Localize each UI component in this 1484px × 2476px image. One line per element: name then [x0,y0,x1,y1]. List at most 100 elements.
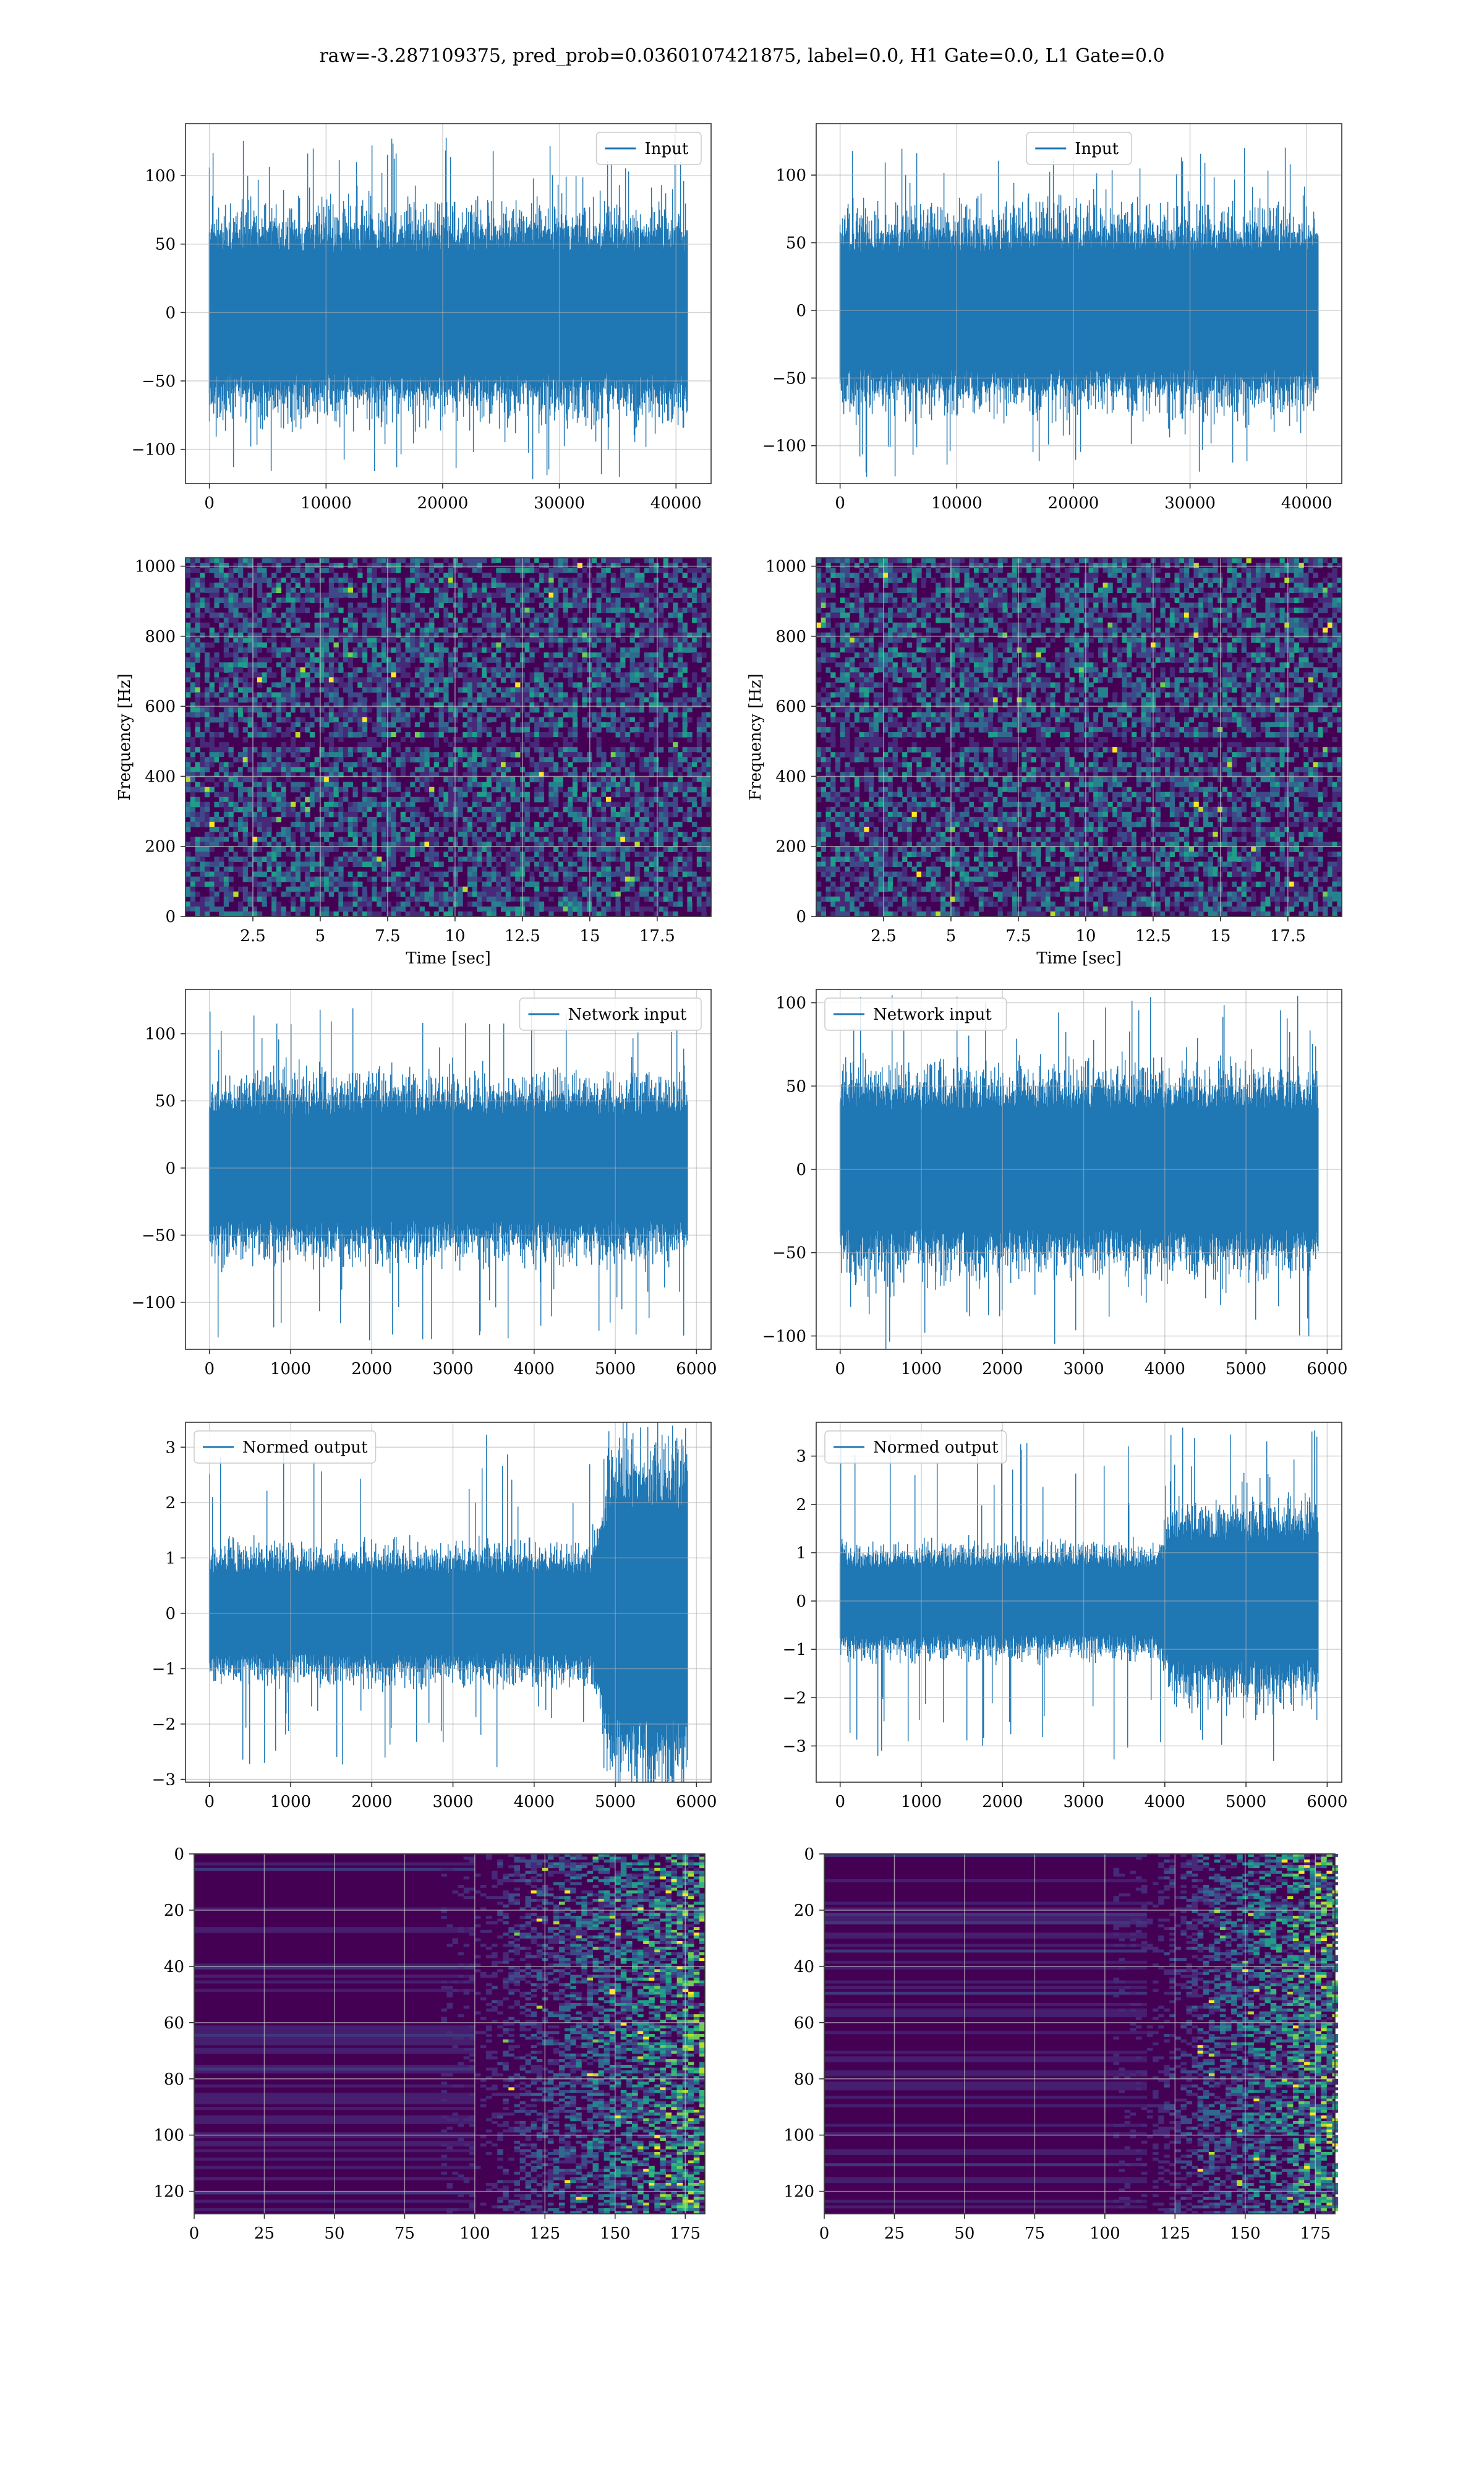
heatmap-cell [415,852,420,857]
heatmap-cell [291,587,296,593]
heatmap-cell [224,618,229,623]
heatmap-cell [644,603,649,608]
heatmap-cell [467,592,472,598]
heatmap-cell [529,608,534,613]
heatmap-cell [601,861,606,867]
heatmap-cell [501,672,506,678]
heatmap-cell [315,847,320,852]
heatmap-cell [573,787,578,793]
heatmap-cell [673,707,678,713]
heatmap-cell [410,802,415,808]
heatmap-cell [382,747,386,753]
heatmap-cell [262,782,267,788]
heatmap-cell [582,583,587,588]
heatmap-cell [262,762,267,767]
heatmap-cell [276,882,281,887]
heatmap-cell [391,698,396,703]
heatmap-cell [257,707,262,713]
heatmap-cell [553,573,558,578]
heatmap-cell [702,592,707,598]
heatmap-cell [357,702,362,708]
heatmap-cell [415,856,420,862]
heatmap-cell [186,558,190,563]
heatmap-cell [391,667,396,673]
heatmap-cell [367,682,372,688]
heatmap-cell [659,623,663,628]
heatmap-cell [233,807,238,813]
heatmap-cell [443,827,448,832]
heatmap-cell [616,563,621,568]
heatmap-cell [353,832,358,837]
heatmap-cell [338,583,343,588]
heatmap-cell [190,608,195,613]
heatmap-cell [601,832,606,837]
heatmap-cell [286,592,291,598]
heatmap-cell [271,727,276,733]
heatmap-cell [625,792,630,798]
heatmap-cell [396,822,401,827]
heatmap-cell [219,812,224,818]
heatmap-cell [267,732,271,738]
heatmap-cell [305,608,310,613]
heatmap-cell [649,628,654,633]
heatmap-cell [276,752,281,758]
heatmap-cell [406,647,411,653]
heatmap-cell [611,603,616,608]
heatmap-cell [573,647,578,653]
heatmap-cell [539,573,544,578]
heatmap-cell [678,732,683,738]
heatmap-cell [697,638,702,643]
heatmap-cell [267,767,271,772]
heatmap-cell [281,578,286,583]
heatmap-cell [334,603,339,608]
heatmap-cell [634,812,639,818]
heatmap-cell [329,777,334,782]
heatmap-cell [248,757,253,762]
heatmap-cell [343,727,348,733]
heatmap-cell [415,613,420,618]
heatmap-cell [548,717,553,723]
heatmap-cell [195,812,200,818]
heatmap-cell [592,672,597,678]
heatmap-cell [668,812,673,818]
heatmap-cell [482,592,487,598]
heatmap-cell [692,832,697,837]
heatmap-cell [506,672,511,678]
heatmap-cell [406,872,411,877]
heatmap-cell [281,623,286,628]
heatmap-cell [229,573,234,578]
heatmap-cell [639,583,644,588]
heatmap-cell [434,583,439,588]
heatmap-cell [367,822,372,827]
heatmap-cell [611,642,616,648]
heatmap-cell [515,558,520,563]
heatmap-cell [472,732,477,738]
heatmap-cell [634,822,639,827]
heatmap-cell [601,752,606,758]
heatmap-cell [511,872,516,877]
heatmap-cell [420,672,425,678]
heatmap-cell [458,702,463,708]
heatmap-cell [534,807,539,813]
heatmap-cell [410,618,415,623]
heatmap-cell [620,782,625,788]
heatmap-cell [424,877,429,882]
heatmap-cell [525,737,530,743]
heatmap-cell [558,812,563,818]
heatmap-cell [271,638,276,643]
heatmap-cell [406,852,411,857]
heatmap-cell [286,667,291,673]
heatmap-cell [315,573,320,578]
heatmap-cell [343,732,348,738]
heatmap-cell [692,727,697,733]
heatmap-cell [472,792,477,798]
heatmap-cell [630,767,635,772]
heatmap-cell [525,866,530,872]
heatmap-cell [492,707,497,713]
heatmap-cell [573,852,578,857]
heatmap-cell [496,807,501,813]
heatmap-cell [458,847,463,852]
heatmap-cell [496,812,501,818]
heatmap-cell [477,797,482,803]
heatmap-cell [539,752,544,758]
